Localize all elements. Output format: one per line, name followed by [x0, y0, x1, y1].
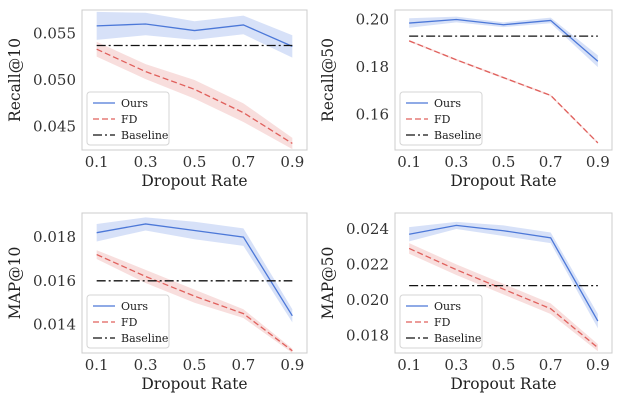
x-tick-label: 0.9 [280, 356, 304, 374]
y-tick-label: 0.018 [346, 326, 389, 344]
x-tick-label: 0.9 [586, 356, 610, 374]
x-tick-label: 0.7 [231, 153, 255, 171]
x-axis-label: Dropout Rate [450, 172, 556, 190]
series-line-ours [96, 23, 293, 47]
x-tick-label: 0.5 [183, 356, 207, 374]
legend-box [86, 91, 170, 146]
legend: Ours FD Baseline [399, 294, 483, 349]
legend-label-fd: FD [434, 113, 451, 126]
x-tick-label: 0.1 [85, 153, 109, 171]
x-tick-label: 0.7 [539, 356, 563, 374]
legend-box [399, 294, 483, 349]
band-ours [96, 217, 293, 323]
subplot-3: 0.1 0.3 0.5 0.7 0.9 0.014 0.016 0.018 Dropout Ra… [6, 212, 308, 393]
x-tick-label: 0.7 [539, 153, 563, 171]
band-fd [96, 41, 293, 150]
legend-label-ours: Ours [121, 300, 148, 313]
series-line-ours [96, 223, 293, 317]
band-ours [409, 221, 598, 329]
x-axis-label: Dropout Rate [141, 172, 247, 190]
legend-label-baseline: Baseline [434, 332, 481, 345]
y-axis-label: MAP@50 [319, 247, 337, 320]
legend-label-baseline: Baseline [121, 332, 168, 345]
x-tick-label: 0.5 [492, 356, 516, 374]
x-tick-label: 0.9 [280, 153, 304, 171]
x-tick-label: 0.9 [586, 153, 610, 171]
x-axis-label: Dropout Rate [450, 375, 556, 393]
x-tick-label: 0.1 [85, 356, 109, 374]
legend-label-ours: Ours [434, 97, 461, 110]
x-tick-label: 0.3 [444, 153, 468, 171]
y-tick-label: 0.018 [33, 228, 76, 246]
legend-label-ours: Ours [121, 97, 148, 110]
x-tick-label: 0.5 [492, 153, 516, 171]
x-tick-label: 0.3 [134, 153, 158, 171]
legend-label-baseline: Baseline [434, 129, 481, 142]
subplot-4: 0.1 0.3 0.5 0.7 0.9 0.018 0.020 0.022 0.024 Dropo… [319, 212, 613, 393]
legend: Ours FD Baseline [86, 91, 170, 146]
y-tick-label: 0.022 [346, 255, 389, 273]
legend-label-fd: FD [434, 316, 451, 329]
series-line-ours [409, 18, 599, 62]
x-tick-label: 0.3 [444, 356, 468, 374]
legend-label-baseline: Baseline [121, 129, 168, 142]
x-tick-label: 0.1 [397, 153, 421, 171]
series-line-fd [408, 247, 599, 349]
legend: Ours FD Baseline [399, 91, 483, 146]
subplot-1: 0.1 0.3 0.5 0.7 0.9 0.045 0.050 0.055 Dropout Ra… [6, 9, 308, 190]
series-line-fd [408, 40, 599, 144]
y-axis-label: MAP@10 [6, 247, 24, 320]
y-axis-label: Recall@50 [319, 38, 337, 122]
band-fd [96, 250, 293, 353]
y-tick-label: 0.18 [356, 58, 389, 76]
y-tick-label: 0.024 [346, 220, 389, 238]
x-tick-label: 0.3 [134, 356, 158, 374]
y-tick-label: 0.16 [356, 105, 389, 123]
legend-label-fd: FD [121, 316, 138, 329]
series-line-ours [409, 224, 599, 322]
y-tick-label: 0.045 [33, 118, 76, 136]
x-tick-label: 0.7 [231, 356, 255, 374]
y-tick-label: 0.20 [356, 10, 389, 28]
y-tick-label: 0.020 [346, 291, 389, 309]
x-tick-label: 0.5 [183, 153, 207, 171]
y-tick-label: 0.014 [33, 316, 76, 334]
legend-label-ours: Ours [434, 300, 461, 313]
y-tick-label: 0.055 [33, 24, 76, 42]
legend-box [399, 91, 483, 146]
x-tick-label: 0.1 [397, 356, 421, 374]
legend-box [86, 294, 170, 349]
y-axis-label: Recall@10 [6, 38, 24, 122]
band-fd [409, 243, 598, 352]
legend: Ours FD Baseline [86, 294, 170, 349]
y-tick-label: 0.016 [33, 272, 76, 290]
y-tick-label: 0.050 [33, 71, 76, 89]
subplot-2: 0.1 0.3 0.5 0.7 0.9 0.16 0.18 0.20 Dropout Rate R… [319, 9, 613, 190]
legend-label-fd: FD [121, 113, 138, 126]
x-axis-label: Dropout Rate [141, 375, 247, 393]
band-ours [96, 11, 293, 58]
